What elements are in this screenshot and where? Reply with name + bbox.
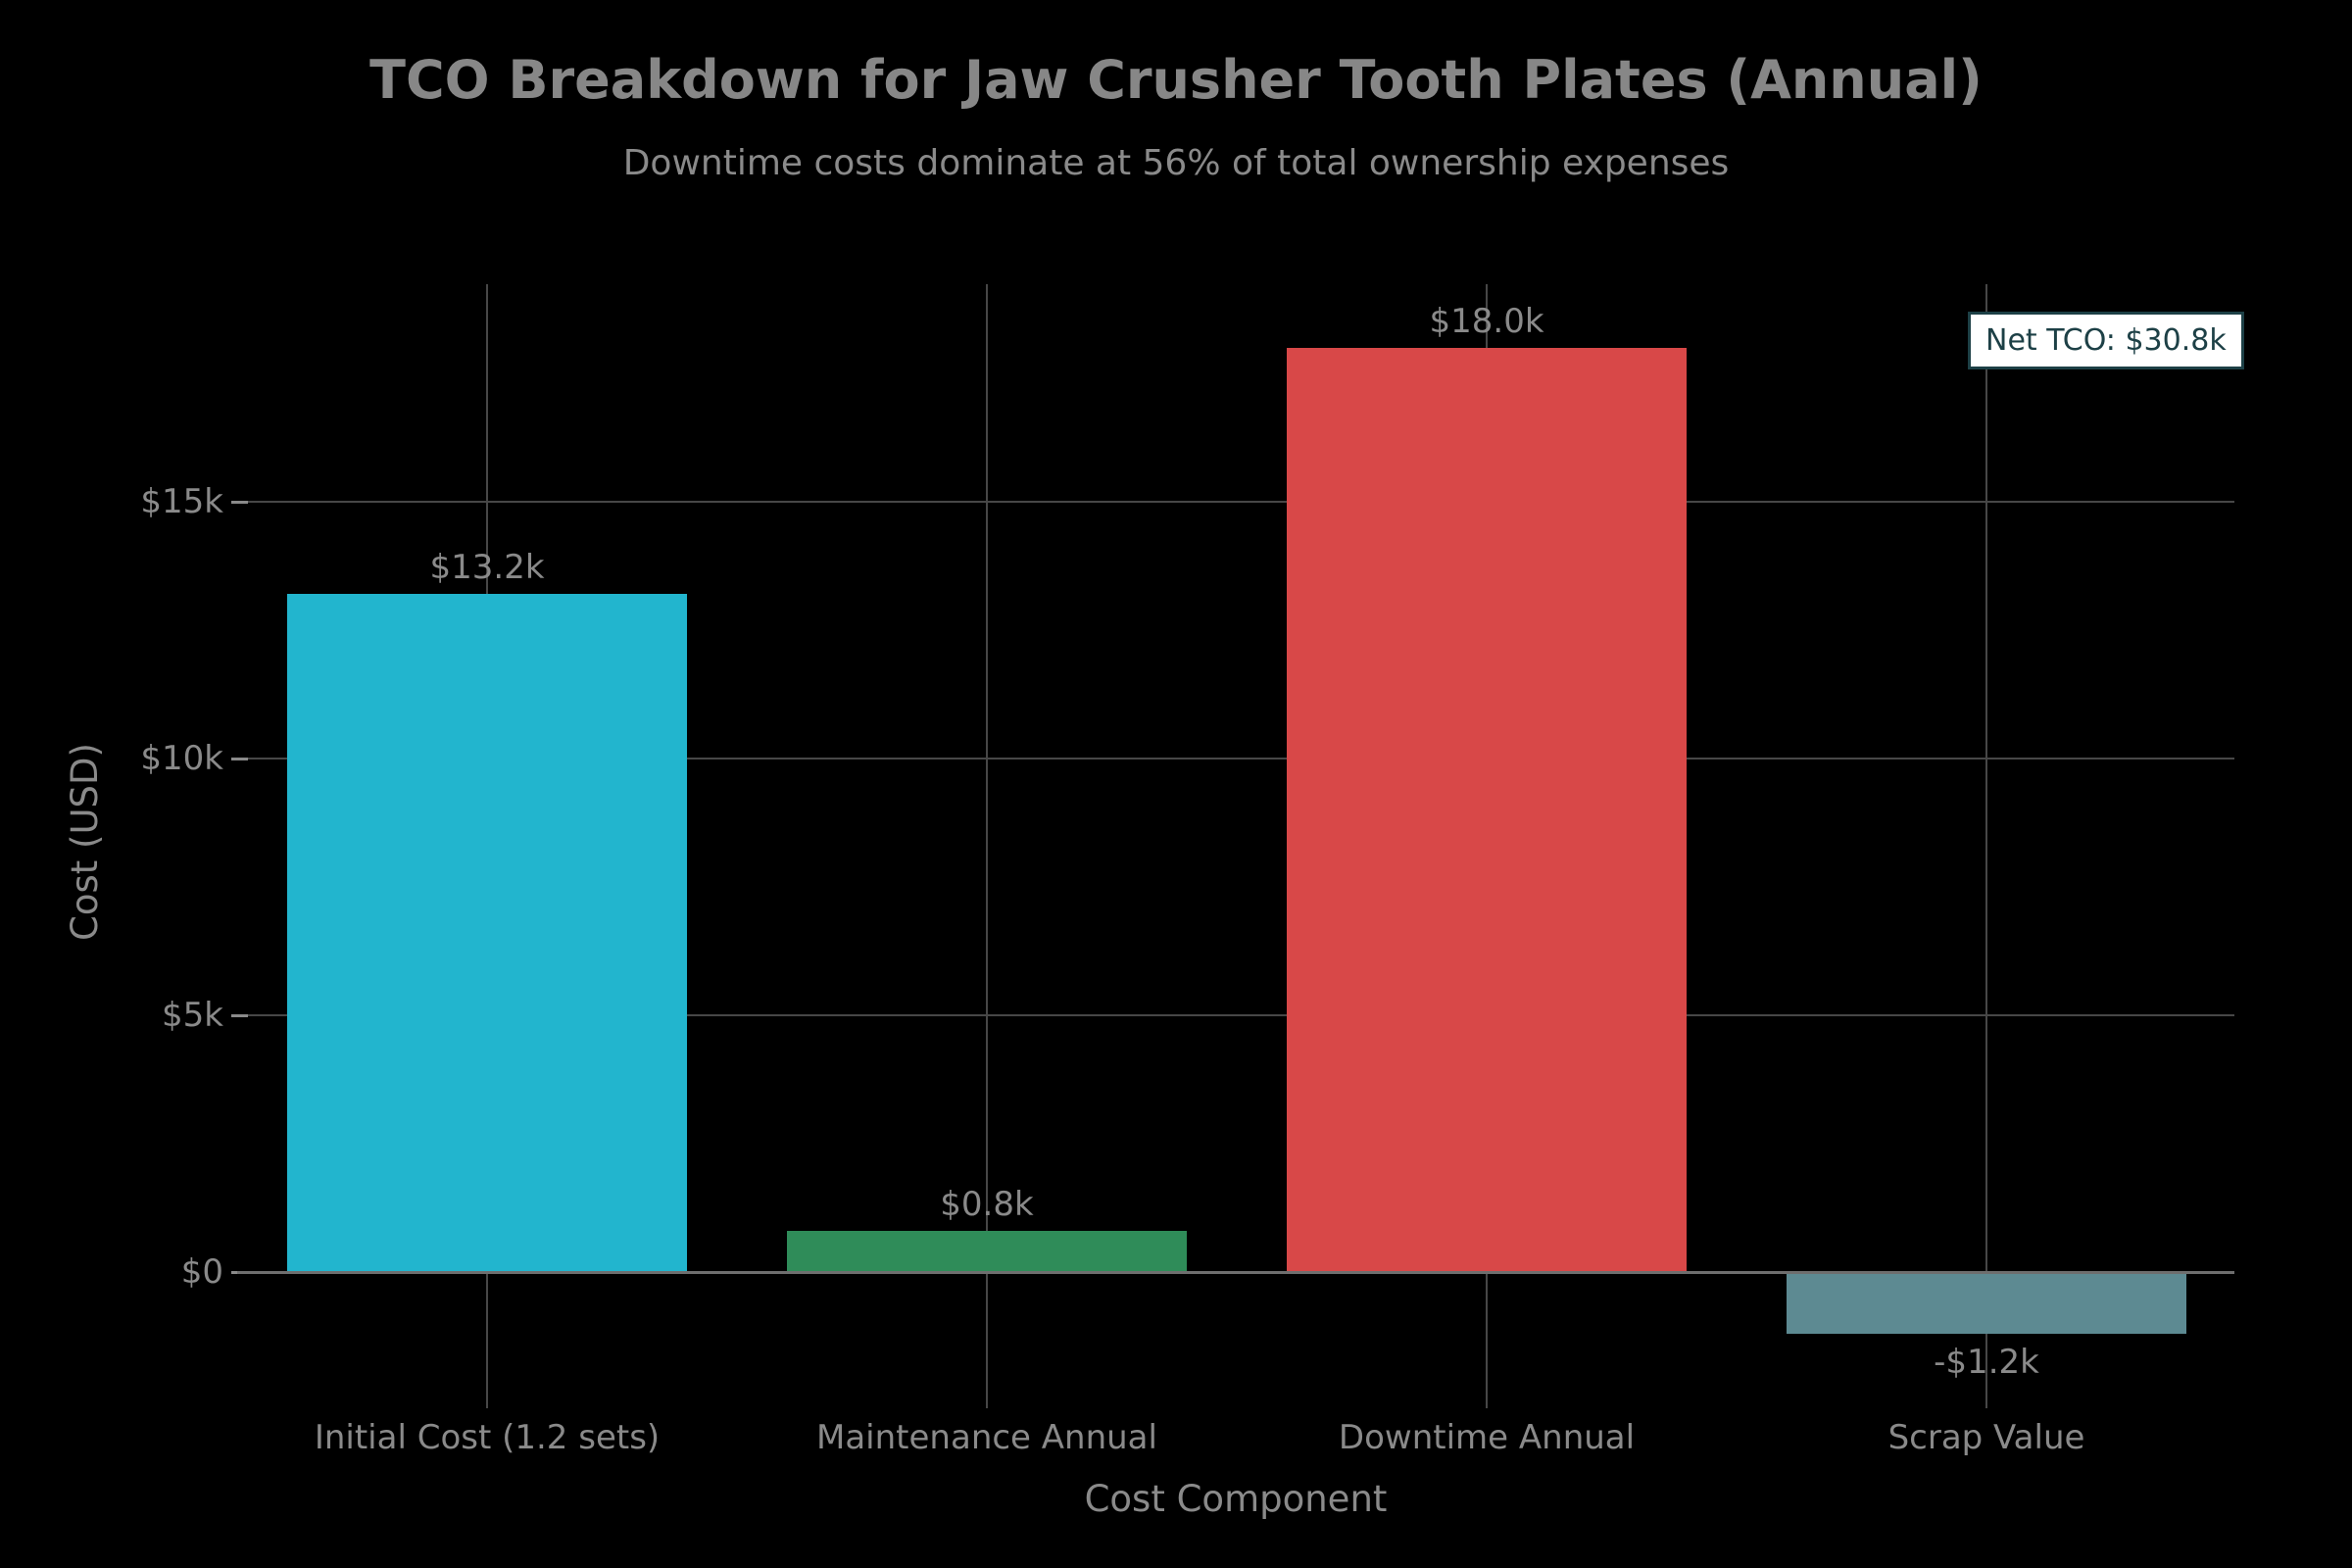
chart-title: TCO Breakdown for Jaw Crusher Tooth Plat…: [369, 49, 1983, 111]
x-tick-label-initial-cost-1-2-sets: Initial Cost (1.2 sets): [314, 1418, 661, 1457]
plot-area: $0 $5k $10k $15k $13.2k $0.8k $18.0k -$1.2k Init…: [140, 284, 2234, 1457]
y-tick-label: $0: [180, 1252, 223, 1292]
bar-value-label: $18.0k: [1429, 301, 1544, 341]
v-gridline: [1985, 284, 1987, 1408]
bar-downtime-annual: [1287, 347, 1687, 1272]
x-axis-title: Cost Component: [1084, 1478, 1388, 1520]
bar-value-label: $0.8k: [940, 1185, 1034, 1225]
bar-value-label: $13.2k: [429, 548, 545, 588]
zero-baseline: [237, 1271, 2234, 1274]
bar-maintenance-annual: [787, 1231, 1187, 1272]
y-axis-tick: [231, 758, 248, 760]
bar-value-label: -$1.2k: [1934, 1342, 2039, 1382]
y-axis-title: Cost (USD): [64, 743, 106, 941]
net-tco-annotation: Net TCO: $30.8k: [1968, 312, 2244, 369]
y-tick-label: $10k: [140, 739, 223, 778]
x-tick-label-maintenance-annual: Maintenance Annual: [816, 1418, 1157, 1457]
y-tick-label: $15k: [140, 482, 223, 521]
v-gridline: [986, 284, 988, 1408]
h-gridline: [237, 758, 2234, 760]
y-axis-tick: [231, 1014, 248, 1017]
bar-scrap-value: [1787, 1272, 2186, 1334]
h-gridline: [237, 501, 2234, 503]
h-gridline: [237, 1014, 2234, 1016]
y-tick-label: $5k: [162, 996, 223, 1035]
bar-initial-cost-1-2-sets: [287, 594, 687, 1272]
y-axis-tick: [231, 501, 248, 504]
chart-subtitle: Downtime costs dominate at 56% of total …: [622, 143, 1730, 183]
x-tick-label-scrap-value: Scrap Value: [1887, 1418, 2085, 1457]
x-tick-label-downtime-annual: Downtime Annual: [1338, 1418, 1636, 1457]
